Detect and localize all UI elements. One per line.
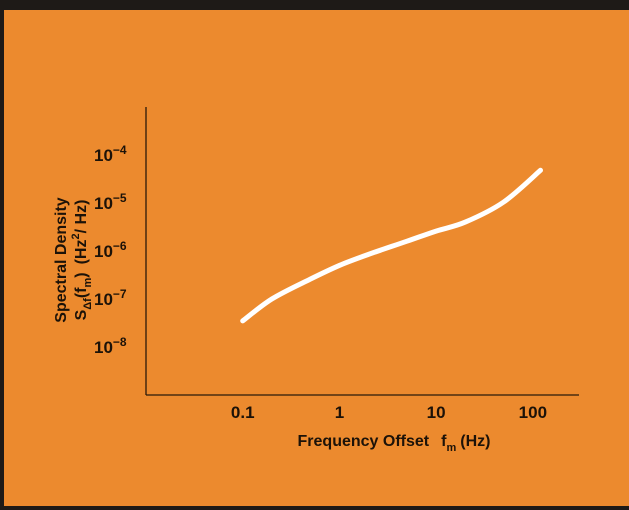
x-tick-label: 1 [335,403,344,422]
y-axis-title: Spectral Density SΔf(fm)(Hz2/ Hz) [53,197,94,322]
x-tick-label: 10 [427,403,446,422]
y-tick-label: 10−6 [94,239,127,261]
series-layer [240,167,543,324]
y-tick-label: 10−5 [94,191,127,213]
y-axis-title-line1: Spectral Density [53,197,70,322]
spectral-density-chart: 10−8 10−7 10−6 10−5 10−4 0.1 1 10 100 Frequency… [53,107,579,454]
y-tick-label: 10−4 [94,143,127,165]
x-tick-label: 100 [519,403,547,422]
chart-panel: 10−8 10−7 10−6 10−5 10−4 0.1 1 10 100 Frequency… [4,10,629,506]
y-tick-label: 10−7 [94,287,127,309]
x-axis-title: Frequency Offset fm (Hz) [298,433,491,454]
x-tick-label: 0.1 [231,403,255,422]
x-tick-labels: 0.1 1 10 100 [231,403,547,422]
y-axis-title-line2: SΔf(fm)(Hz2/ Hz) [70,200,94,321]
axes [145,107,579,396]
series-line [240,167,543,324]
y-tick-labels: 10−8 10−7 10−6 10−5 10−4 [94,143,127,357]
y-tick-label: 10−8 [94,335,127,357]
